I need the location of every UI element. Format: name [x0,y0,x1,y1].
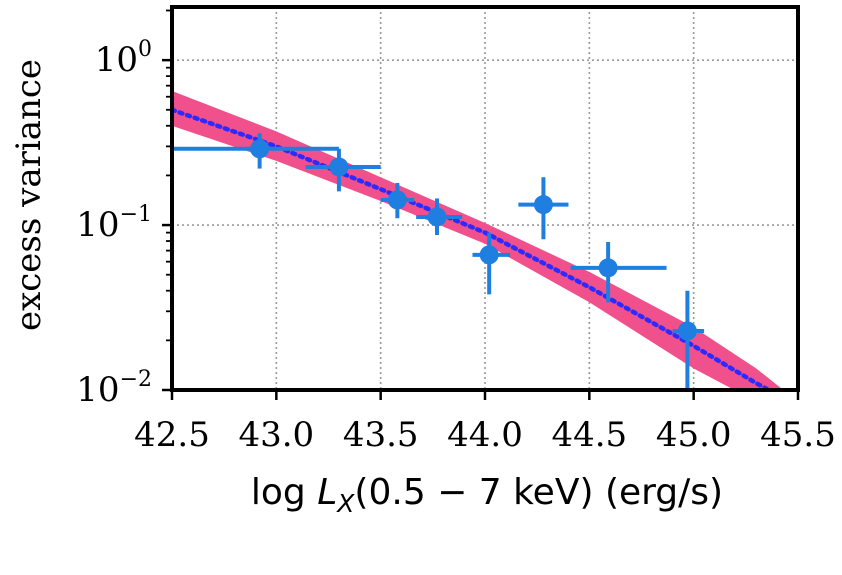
data-marker [677,321,697,341]
data-point [380,182,415,219]
data-point [416,198,463,236]
data-marker [598,258,618,278]
x-axis-label-prefix: log [251,472,317,513]
y-tick-label: 100 [95,37,152,80]
x-tick-label: 44.0 [447,415,523,455]
data-marker [479,245,499,265]
y-tick-label-base: 10 [95,40,138,80]
model-line [172,107,774,390]
data-point [305,148,381,192]
data-marker [427,207,447,227]
x-tick-label: 45.0 [656,415,732,455]
y-tick-label-exponent: 0 [138,37,152,62]
x-tick-label: 44.5 [551,415,627,455]
x-tick-label: 43.5 [343,415,419,455]
x-tick-label: 43.0 [238,415,314,455]
y-tick-label: 10−1 [76,202,152,245]
data-point [672,290,705,392]
data-point [570,241,667,303]
y-tick-label-exponent: −2 [120,367,152,392]
x-tick-label: 45.5 [760,415,836,455]
x-axis-label-rest: (0.5 − 7 keV) (erg/s) [354,472,723,513]
x-tick-label: 42.5 [134,415,210,455]
model-line-layer [172,107,774,390]
y-tick-label-exponent: −1 [120,202,152,227]
data-point [472,232,511,295]
x-axis-label-var: L [317,472,337,513]
x-axis-label-sub: X [335,489,355,518]
y-axis-label: excess variance [9,59,49,331]
y-tick-label: 10−2 [76,367,152,410]
data-marker [387,190,407,210]
y-tick-label-base: 10 [76,370,119,410]
y-tick-label-base: 10 [76,205,119,245]
x-axis-label: log LX(0.5 − 7 keV) (erg/s) [251,472,723,518]
data-point [518,177,569,240]
data-point [172,133,339,169]
data-points-layer [172,133,705,392]
data-marker [533,195,553,215]
data-marker [250,139,270,159]
data-marker [329,157,349,177]
